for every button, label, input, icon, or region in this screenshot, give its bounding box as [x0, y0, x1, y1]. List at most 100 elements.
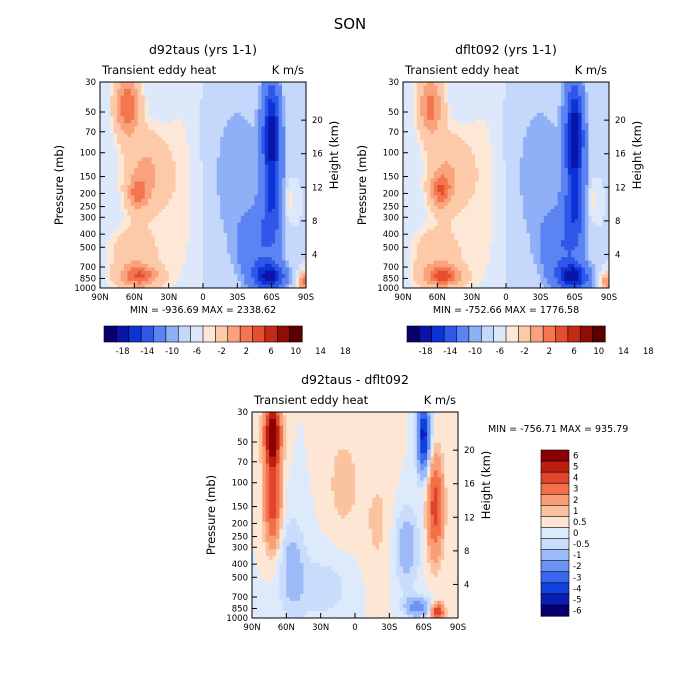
heatmap-cell	[220, 263, 224, 268]
heatmap-cell	[271, 119, 276, 124]
heatmap-cell	[185, 106, 190, 110]
heatmap-cell	[175, 92, 180, 97]
heatmap-cell	[127, 260, 132, 265]
heatmap-cell	[189, 205, 194, 210]
heatmap-cell	[254, 92, 259, 97]
heatmap-cell	[416, 109, 421, 114]
heatmap-cell	[161, 236, 166, 241]
heatmap-cell	[509, 143, 514, 148]
heatmap-cell	[144, 130, 149, 134]
heatmap-cell	[227, 164, 231, 169]
heatmap-cell	[543, 119, 548, 124]
heatmap-cell	[227, 281, 231, 285]
heatmap-cell	[406, 92, 411, 97]
heatmap-cell	[130, 174, 135, 179]
heatmap-cell	[420, 106, 424, 110]
heatmap-cell	[444, 116, 449, 121]
heatmap-cell	[100, 143, 104, 148]
heatmap-cell	[268, 195, 273, 200]
heatmap-cell	[137, 198, 142, 203]
heatmap-cell	[475, 130, 479, 134]
heatmap-cell	[595, 112, 600, 117]
heatmap-cell	[567, 88, 572, 93]
heatmap-cell	[113, 102, 118, 107]
heatmap-cell	[295, 160, 300, 165]
heatmap-cell	[299, 140, 303, 145]
heatmap-cell	[130, 160, 135, 165]
heatmap-cell	[247, 219, 252, 224]
heatmap-cell	[216, 143, 221, 148]
heatmap-cell	[124, 257, 128, 261]
heatmap-cell	[141, 174, 146, 179]
heatmap-cell	[110, 229, 115, 234]
heatmap-cell	[271, 229, 276, 234]
heatmap-cell	[117, 253, 121, 258]
heatmap-cell	[141, 270, 146, 275]
heatmap-cell	[134, 147, 139, 152]
heatmap-cell	[271, 253, 276, 258]
heatmap-cell	[196, 116, 200, 121]
heatmap-cell	[430, 133, 435, 138]
heatmap-cell	[492, 106, 497, 110]
heatmap-cell	[264, 209, 269, 213]
heatmap-cell	[178, 88, 183, 93]
heatmap-cell	[295, 243, 300, 248]
heatmap-cell	[254, 250, 259, 255]
heatmap-cell	[134, 195, 139, 200]
heatmap-cell	[151, 136, 156, 141]
heatmap-cell	[264, 164, 269, 169]
heatmap-cell	[213, 239, 218, 244]
heatmap-cell	[113, 171, 118, 176]
heatmap-cell	[192, 205, 197, 210]
heatmap-cell	[281, 246, 286, 251]
heatmap-cell	[509, 150, 514, 155]
heatmap-cell	[233, 160, 238, 165]
heatmap-cell	[299, 239, 303, 244]
heatmap-cell	[196, 88, 200, 93]
heatmap-cell	[209, 226, 214, 231]
heatmap-cell	[485, 147, 490, 152]
panel-right-label: K m/s	[575, 63, 607, 77]
heatmap-cell	[106, 212, 111, 217]
heatmap-cell	[203, 253, 207, 258]
heatmap-cell	[602, 92, 606, 97]
heatmap-cell	[216, 181, 221, 186]
heatmap-cell	[288, 222, 293, 227]
heatmap-cell	[251, 239, 255, 244]
heatmap-cell	[220, 85, 224, 90]
heatmap-cell	[285, 92, 290, 97]
heatmap-cell	[595, 109, 600, 114]
heatmap-cell	[454, 95, 459, 100]
heatmap-cell	[141, 88, 146, 93]
heatmap-cell	[223, 202, 228, 206]
heatmap-cell	[220, 171, 224, 176]
heatmap-cell	[519, 143, 524, 148]
heatmap-cell	[444, 88, 449, 93]
heatmap-cell	[220, 209, 224, 213]
heatmap-cell	[591, 109, 596, 114]
heatmap-cell	[106, 157, 111, 162]
heatmap-cell	[206, 102, 211, 107]
heatmap-cell	[203, 236, 207, 241]
heatmap-cell	[451, 143, 455, 148]
heatmap-cell	[154, 112, 159, 117]
heatmap-cell	[189, 126, 194, 131]
heatmap-cell	[251, 133, 255, 138]
heatmap-cell	[199, 205, 204, 210]
heatmap-cell	[595, 126, 600, 131]
heatmap-cell	[554, 112, 558, 117]
heatmap-cell	[230, 119, 235, 124]
heatmap-cell	[161, 174, 166, 179]
heatmap-cell	[148, 198, 152, 203]
heatmap-cell	[257, 246, 262, 251]
heatmap-cell	[144, 92, 149, 97]
heatmap-cell	[154, 198, 159, 203]
colorbar-label: -18	[116, 347, 130, 357]
heatmap-cell	[220, 147, 224, 152]
heatmap-cell	[240, 133, 245, 138]
heatmap-cell	[602, 82, 606, 86]
heatmap-cell	[227, 243, 231, 248]
heatmap-cell	[196, 109, 200, 114]
heatmap-cell	[213, 140, 218, 145]
heatmap-cell	[285, 281, 290, 285]
